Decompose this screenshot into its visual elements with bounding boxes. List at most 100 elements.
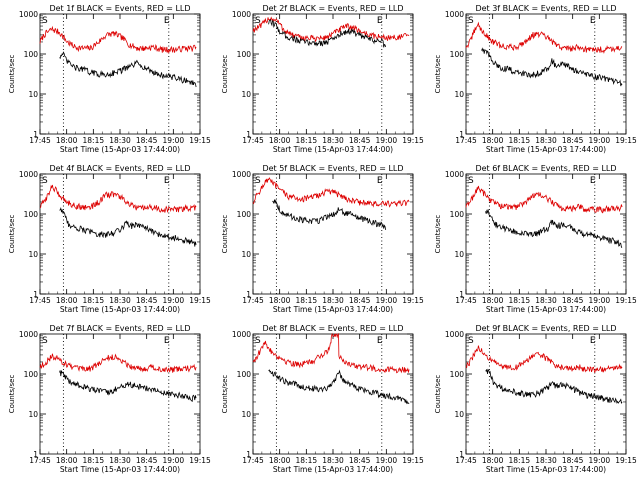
plot-frame [39, 13, 201, 135]
x-tick-label: 19:15 [402, 456, 424, 465]
marker-s: S [468, 176, 474, 186]
marker-s: S [255, 176, 261, 186]
x-tick-label: 19:00 [589, 456, 611, 465]
series-line-lld [252, 16, 410, 43]
y-tick-label: 100 [450, 50, 465, 59]
plot-frame [465, 173, 627, 295]
plot-frame [465, 333, 627, 455]
chart-panel-3: Det 3f BLACK = Events, RED = LLD 1 10 100 10… [434, 4, 637, 154]
x-tick-label: 18:00 [269, 456, 291, 465]
y-axis-label: Counts/sec [221, 215, 229, 254]
y-axis-label: Counts/sec [8, 375, 16, 414]
chart-title: Det 7f BLACK = Events, RED = LLD [49, 324, 190, 333]
y-tick-label: 100 [237, 210, 252, 219]
y-tick-label: 1000 [232, 330, 251, 339]
x-tick-label: 19:00 [163, 296, 185, 305]
y-tick-label: 1000 [232, 10, 251, 19]
series-line-events [485, 209, 623, 248]
x-tick-label: 19:15 [402, 296, 424, 305]
x-tick-label: 18:00 [269, 296, 291, 305]
series-line-lld [465, 185, 623, 214]
x-tick-label: 17:45 [29, 456, 51, 465]
y-tick-label: 1000 [445, 330, 464, 339]
y-tick-label: 1 [33, 130, 38, 139]
series-line-lld [39, 184, 197, 213]
y-axis-label: Counts/sec [434, 215, 442, 254]
x-tick-label: 18:00 [56, 136, 78, 145]
x-tick-label: 18:15 [83, 456, 105, 465]
marker-s: S [468, 336, 474, 346]
y-tick-label: 100 [237, 370, 252, 379]
marker-e: E [590, 16, 596, 26]
chart-title: Det 5f BLACK = Events, RED = LLD [262, 164, 403, 173]
x-tick-label: 17:45 [242, 456, 264, 465]
x-tick-label: 18:15 [83, 296, 105, 305]
series-line-lld [252, 177, 410, 208]
x-tick-label: 18:15 [509, 296, 531, 305]
x-tick-label: 19:00 [163, 456, 185, 465]
series-line-events [59, 51, 197, 88]
chart-title: Det 1f BLACK = Events, RED = LLD [49, 4, 190, 13]
chart-title: Det 4f BLACK = Events, RED = LLD [49, 164, 190, 173]
y-tick-label: 1 [459, 130, 464, 139]
series-line-events [59, 370, 197, 403]
x-tick-label: 18:00 [56, 456, 78, 465]
x-tick-label: 18:15 [296, 136, 318, 145]
y-tick-label: 10 [454, 410, 464, 419]
y-tick-label: 10 [454, 90, 464, 99]
chart-title: Det 3f BLACK = Events, RED = LLD [475, 4, 616, 13]
chart-panel-4: Det 4f BLACK = Events, RED = LLD 1 10 100 10… [8, 164, 211, 314]
marker-s: S [255, 16, 261, 26]
x-tick-label: 18:45 [136, 296, 158, 305]
x-axis-label: Start Time (15-Apr-03 17:44:00) [486, 305, 606, 314]
marker-s: S [255, 336, 261, 346]
chart-panel-8: Det 8f BLACK = Events, RED = LLD 1 10 100 10… [221, 324, 424, 474]
x-tick-label: 19:00 [589, 296, 611, 305]
x-tick-label: 17:45 [455, 136, 477, 145]
y-tick-label: 1 [459, 450, 464, 459]
x-tick-label: 19:15 [615, 456, 637, 465]
chart-panel-1: Det 1f BLACK = Events, RED = LLD 1 10 100 10… [8, 4, 211, 154]
x-tick-label: 18:00 [56, 296, 78, 305]
y-tick-label: 10 [28, 250, 38, 259]
x-tick-label: 18:00 [482, 456, 504, 465]
x-tick-label: 17:45 [455, 456, 477, 465]
y-axis-label: Counts/sec [8, 55, 16, 94]
series-line-lld [465, 21, 623, 54]
y-tick-label: 1000 [445, 10, 464, 19]
y-tick-label: 1000 [19, 10, 38, 19]
x-tick-label: 19:15 [189, 136, 211, 145]
marker-s: S [42, 16, 48, 26]
y-tick-label: 1000 [19, 330, 38, 339]
x-tick-label: 18:30 [322, 136, 344, 145]
y-tick-label: 1000 [232, 170, 251, 179]
y-axis-label: Counts/sec [221, 55, 229, 94]
series-line-events [272, 199, 387, 230]
x-tick-label: 18:45 [349, 296, 371, 305]
y-tick-label: 100 [450, 210, 465, 219]
y-axis-label: Counts/sec [221, 375, 229, 414]
y-tick-label: 1000 [19, 170, 38, 179]
marker-e: E [590, 176, 596, 186]
x-tick-label: 18:45 [136, 456, 158, 465]
x-tick-label: 18:45 [349, 136, 371, 145]
y-tick-label: 100 [450, 370, 465, 379]
chart-title: Det 8f BLACK = Events, RED = LLD [262, 324, 403, 333]
series-line-lld [252, 332, 410, 374]
y-tick-label: 10 [241, 410, 251, 419]
series-line-events [268, 369, 410, 405]
x-tick-label: 17:45 [242, 136, 264, 145]
y-tick-label: 1 [33, 450, 38, 459]
chart-panel-6: Det 6f BLACK = Events, RED = LLD 1 10 100 10… [434, 164, 637, 314]
x-tick-label: 17:45 [242, 296, 264, 305]
plot-frame [465, 13, 627, 135]
x-axis-label: Start Time (15-Apr-03 17:44:00) [273, 145, 393, 154]
y-tick-label: 1 [459, 290, 464, 299]
y-tick-label: 100 [24, 50, 39, 59]
x-axis-label: Start Time (15-Apr-03 17:44:00) [486, 145, 606, 154]
x-tick-label: 19:15 [402, 136, 424, 145]
y-axis-label: Counts/sec [434, 375, 442, 414]
series-line-events [59, 207, 197, 247]
y-tick-label: 1 [246, 130, 251, 139]
plot-frame [252, 13, 414, 135]
